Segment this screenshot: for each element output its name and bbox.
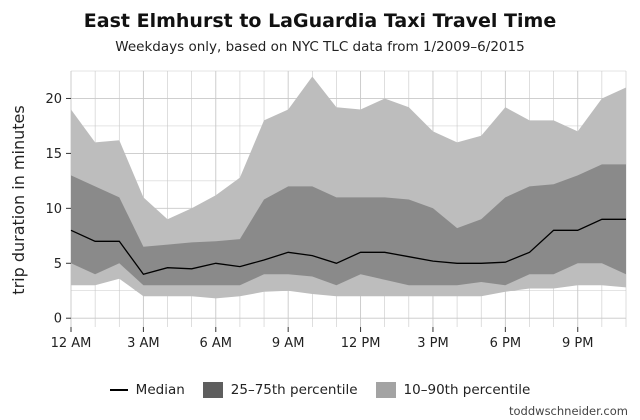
legend-label-median: Median <box>135 382 185 398</box>
y-tick-label: 10 <box>45 202 62 217</box>
y-axis-label: trip duration in minutes <box>9 105 28 294</box>
legend-item-25-75: 25–75th percentile <box>202 382 358 398</box>
legend-label-10-90: 10–90th percentile <box>403 382 531 398</box>
legend-swatch-10-90 <box>375 382 396 398</box>
legend: Median 25–75th percentile 10–90th percen… <box>0 380 640 400</box>
chart-title: East Elmhurst to LaGuardia Taxi Travel T… <box>83 10 557 32</box>
legend-label-25-75: 25–75th percentile <box>230 382 358 398</box>
legend-item-median: Median <box>109 382 185 398</box>
y-tick-label: 15 <box>45 147 62 162</box>
x-tick-label: 12 PM <box>341 336 381 351</box>
legend-item-10-90: 10–90th percentile <box>375 382 531 398</box>
legend-swatch-25-75 <box>202 382 223 398</box>
x-tick-label: 9 AM <box>272 336 305 351</box>
y-tick-label: 20 <box>45 92 62 107</box>
x-tick-label: 9 PM <box>562 336 593 351</box>
y-tick-label: 5 <box>54 257 62 272</box>
x-tick-label: 3 AM <box>127 336 160 351</box>
x-tick-label: 3 PM <box>417 336 448 351</box>
x-tick-label: 6 AM <box>200 336 233 351</box>
credit-text: toddwschneider.com <box>509 404 628 418</box>
axes: 12 AM 3 AM 6 AM 9 AM 12 PM 3 PM 6 PM 9 PM 0 5 10 15… <box>45 92 593 351</box>
legend-swatch-median <box>109 389 128 391</box>
x-tick-label: 12 AM <box>51 336 92 351</box>
median-line <box>70 218 626 276</box>
x-tick-label: 6 PM <box>490 336 521 351</box>
band-25-75-percentile <box>71 164 626 286</box>
y-tick-label: 0 <box>54 312 62 327</box>
bands <box>71 76 626 299</box>
chart-subtitle: Weekdays only, based on NYC TLC data fro… <box>115 39 525 55</box>
